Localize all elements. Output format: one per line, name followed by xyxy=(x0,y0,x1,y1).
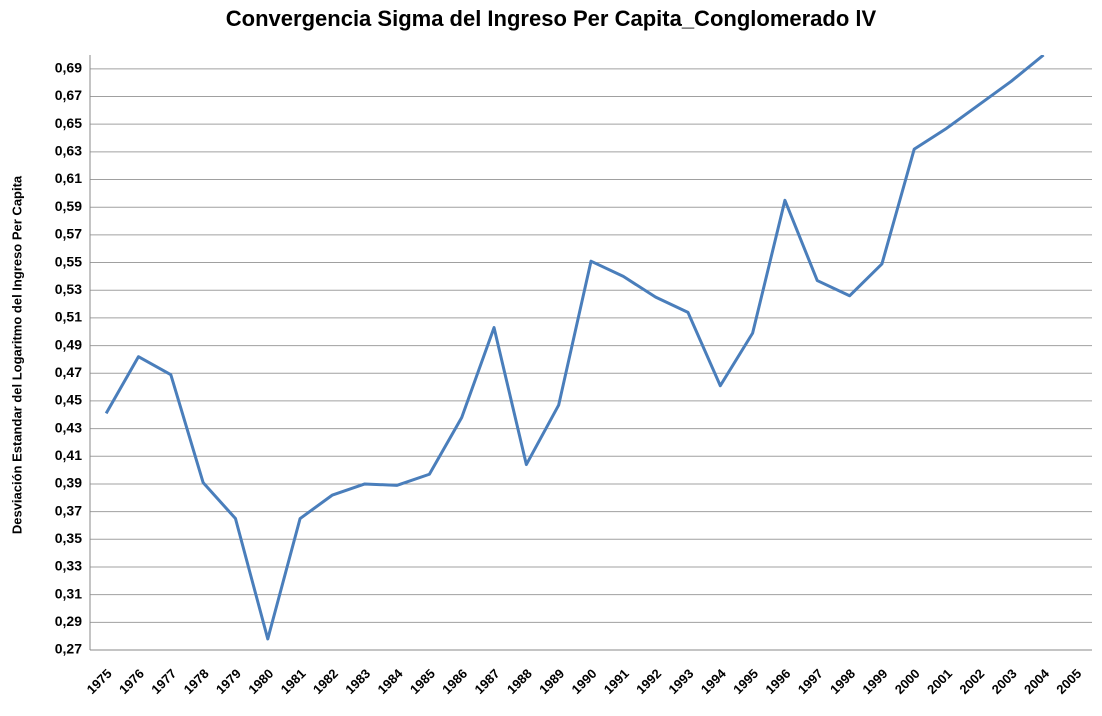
x-tick-label: 2003 xyxy=(989,666,1020,697)
y-tick-label: 0,47 xyxy=(55,364,82,380)
y-tick-label: 0,69 xyxy=(55,60,82,76)
y-tick-label: 0,55 xyxy=(55,253,82,269)
y-tick-label: 0,27 xyxy=(55,641,82,657)
y-tick-label: 0,53 xyxy=(55,281,82,297)
y-tick-label: 0,29 xyxy=(55,613,82,629)
y-tick-label: 0,49 xyxy=(55,336,82,352)
x-tick-label: 1987 xyxy=(472,666,503,697)
x-tick-label: 1978 xyxy=(181,666,212,697)
x-tick-label: 1976 xyxy=(116,666,147,697)
x-tick-label: 1994 xyxy=(698,665,730,697)
y-tick-label: 0,45 xyxy=(55,392,82,408)
y-tick-label: 0,61 xyxy=(55,170,82,186)
y-tick-label: 0,63 xyxy=(55,143,82,159)
x-tick-label: 1981 xyxy=(278,666,309,697)
x-tick-label: 2005 xyxy=(1053,666,1084,697)
x-tick-label: 1999 xyxy=(859,666,890,697)
y-tick-label: 0,51 xyxy=(55,309,82,325)
data-line xyxy=(104,55,1045,641)
x-tick-label: 1998 xyxy=(827,666,858,697)
x-tick-label: 1997 xyxy=(795,666,826,697)
x-tick-label: 1990 xyxy=(568,666,599,697)
y-tick-label: 0,43 xyxy=(55,419,82,435)
x-tick-label: 1995 xyxy=(730,666,761,697)
y-tick-label: 0,39 xyxy=(55,475,82,491)
y-tick-label: 0,41 xyxy=(55,447,82,463)
x-tick-label: 1992 xyxy=(633,666,664,697)
x-tick-label: 1996 xyxy=(762,666,793,697)
y-tick-label: 0,31 xyxy=(55,585,82,601)
x-tick-label: 1991 xyxy=(601,666,632,697)
y-tick-label: 0,67 xyxy=(55,87,82,103)
x-tick-label: 1986 xyxy=(439,666,470,697)
y-axis-label: Desviación Estandar del Logaritmo del In… xyxy=(9,175,24,534)
y-tick-label: 0,35 xyxy=(55,530,82,546)
y-tick-label: 0,37 xyxy=(55,502,82,518)
x-tick-label: 1988 xyxy=(504,666,535,697)
x-tick-label: 1984 xyxy=(375,665,407,697)
x-tick-label: 2000 xyxy=(892,666,923,697)
x-tick-label: 1982 xyxy=(310,666,341,697)
x-tick-label: 1977 xyxy=(148,666,179,697)
x-tick-label: 1993 xyxy=(665,666,696,697)
x-tick-label: 2002 xyxy=(956,666,987,697)
x-tick-label: 1980 xyxy=(245,666,276,697)
x-tick-label: 1975 xyxy=(84,666,115,697)
x-tick-label: 1985 xyxy=(407,666,438,697)
x-tick-label: 1979 xyxy=(213,666,244,697)
x-tick-label: 2004 xyxy=(1021,665,1053,697)
y-tick-label: 0,59 xyxy=(55,198,82,214)
y-tick-label: 0,57 xyxy=(55,226,82,242)
chart-title: Convergencia Sigma del Ingreso Per Capit… xyxy=(226,6,877,31)
y-tick-label: 0,33 xyxy=(55,558,82,574)
y-tick-label: 0,65 xyxy=(55,115,82,131)
x-tick-label: 1989 xyxy=(536,666,567,697)
x-tick-label: 2001 xyxy=(924,666,955,697)
x-tick-label: 1983 xyxy=(342,666,373,697)
